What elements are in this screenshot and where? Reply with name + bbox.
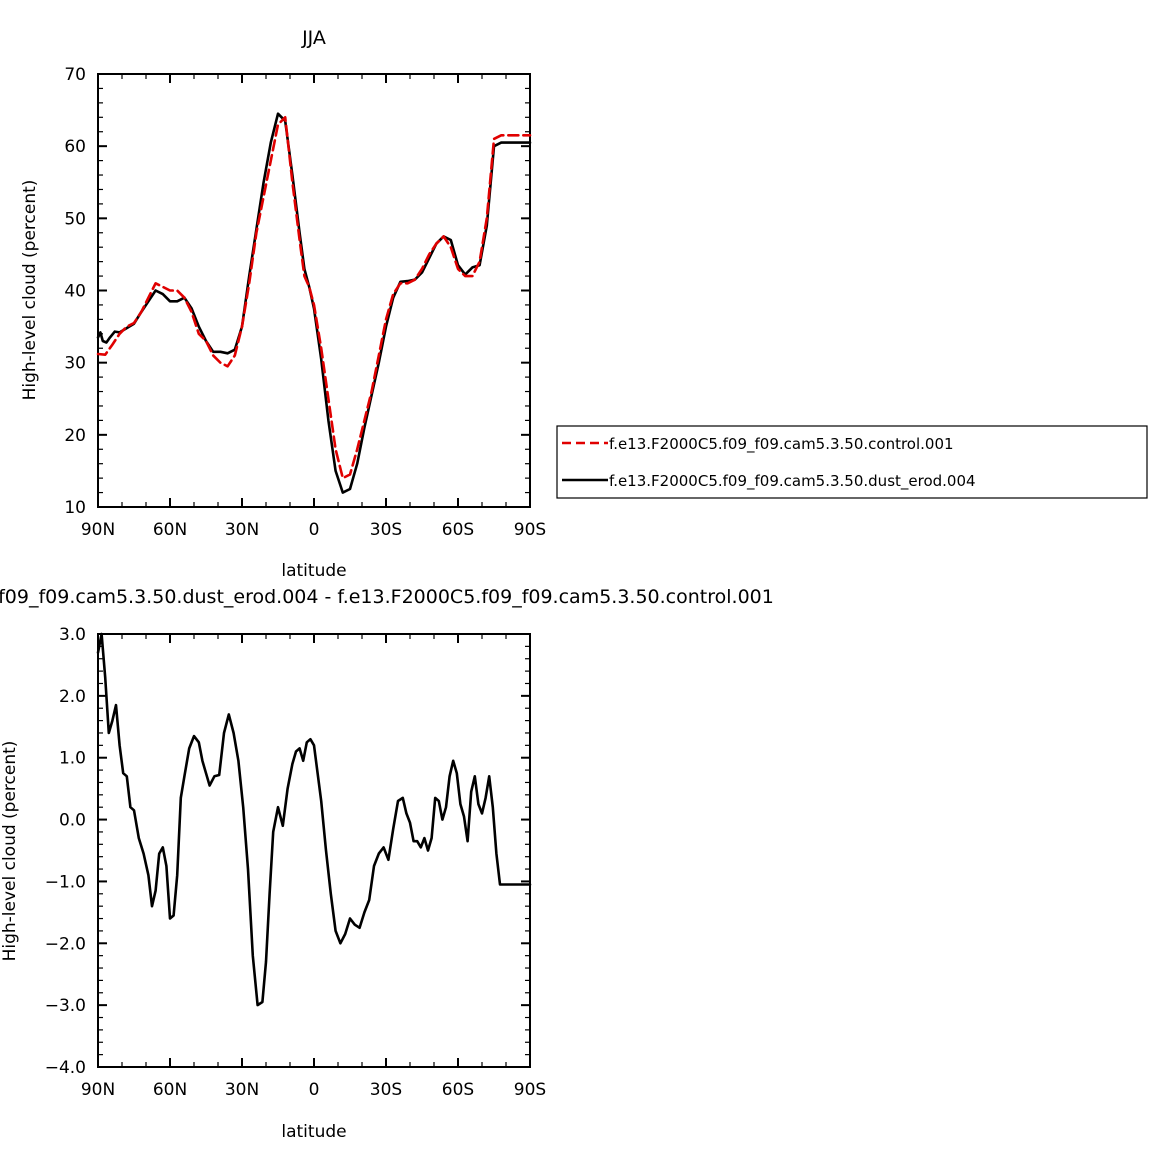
bottom-chart-title: f.e13.F2000C5.f09_f09.cam5.3.50.dust_ero… [0,586,774,608]
bottom-y-tick-label: −4.0 [45,1058,86,1078]
top-x-tick-label: 30N [225,520,259,540]
bottom-y-tick-label: −3.0 [45,996,86,1016]
top-x-tick-label: 60N [153,520,187,540]
bottom-x-tick-label: 90S [514,1080,546,1100]
top-y-tick-label: 70 [64,65,86,85]
top-x-tick-label: 30S [370,520,402,540]
bottom-axes: 90N 60N 30N 0 30S 60S 90S −4.0 −3.0 −2.0 −1.0 0.0 1.… [45,625,547,1100]
top-y-axis-label: High-level cloud (percent) [20,180,40,401]
bottom-x-tick-label: 0 [309,1080,320,1100]
top-series-group [96,112,532,494]
top-axes: 90N 60N 30N 0 30S 60S 90S 10 20 30 40 50 60 70 [64,65,546,540]
top-y-tick-label: 50 [64,209,86,229]
bottom-series-group [96,632,532,1007]
legend-label-control: f.e13.F2000C5.f09_f09.cam5.3.50.control.… [609,435,954,454]
bottom-y-tick-label: 2.0 [59,687,86,707]
top-y-tick-label: 30 [64,354,86,374]
top-x-tick-label: 90S [514,520,546,540]
top-x-tick-label: 90N [81,520,115,540]
bottom-x-tick-label: 60N [153,1080,187,1100]
top-x-tick-label: 60S [442,520,474,540]
legend-label-dust-erod: f.e13.F2000C5.f09_f09.cam5.3.50.dust_ero… [609,472,976,491]
top-y-tick-label: 20 [64,426,86,446]
legend: f.e13.F2000C5.f09_f09.cam5.3.50.control.… [556,425,1148,499]
bottom-series-line-0 [96,632,532,1007]
top-x-tick-label: 0 [309,520,320,540]
bottom-y-tick-label: −1.0 [45,872,86,892]
bottom-x-tick-label: 60S [442,1080,474,1100]
legend-box [556,425,1148,499]
bottom-y-axis-label: High-level cloud (percent) [0,741,20,962]
bottom-y-tick-label: 0.0 [59,811,86,831]
bottom-x-tick-label: 90N [81,1080,115,1100]
top-chart-title: JJA [301,27,326,49]
bottom-x-tick-label: 30N [225,1080,259,1100]
top-y-tick-label: 60 [64,137,86,157]
top-plot-frame [97,73,531,508]
bottom-x-axis-label: latitude [281,1122,346,1142]
top-series-line-0 [96,116,532,480]
top-y-tick-label: 10 [64,498,86,518]
top-panel: JJA High-level cloud (percent) latitude … [20,27,546,581]
top-x-axis-label: latitude [281,561,346,581]
top-y-tick-label: 40 [64,282,86,302]
bottom-y-tick-label: 3.0 [59,625,86,645]
bottom-x-tick-label: 30S [370,1080,402,1100]
bottom-panel: f.e13.F2000C5.f09_f09.cam5.3.50.dust_ero… [0,586,774,1142]
bottom-y-tick-label: −2.0 [45,934,86,954]
bottom-y-tick-label: 1.0 [59,749,86,769]
